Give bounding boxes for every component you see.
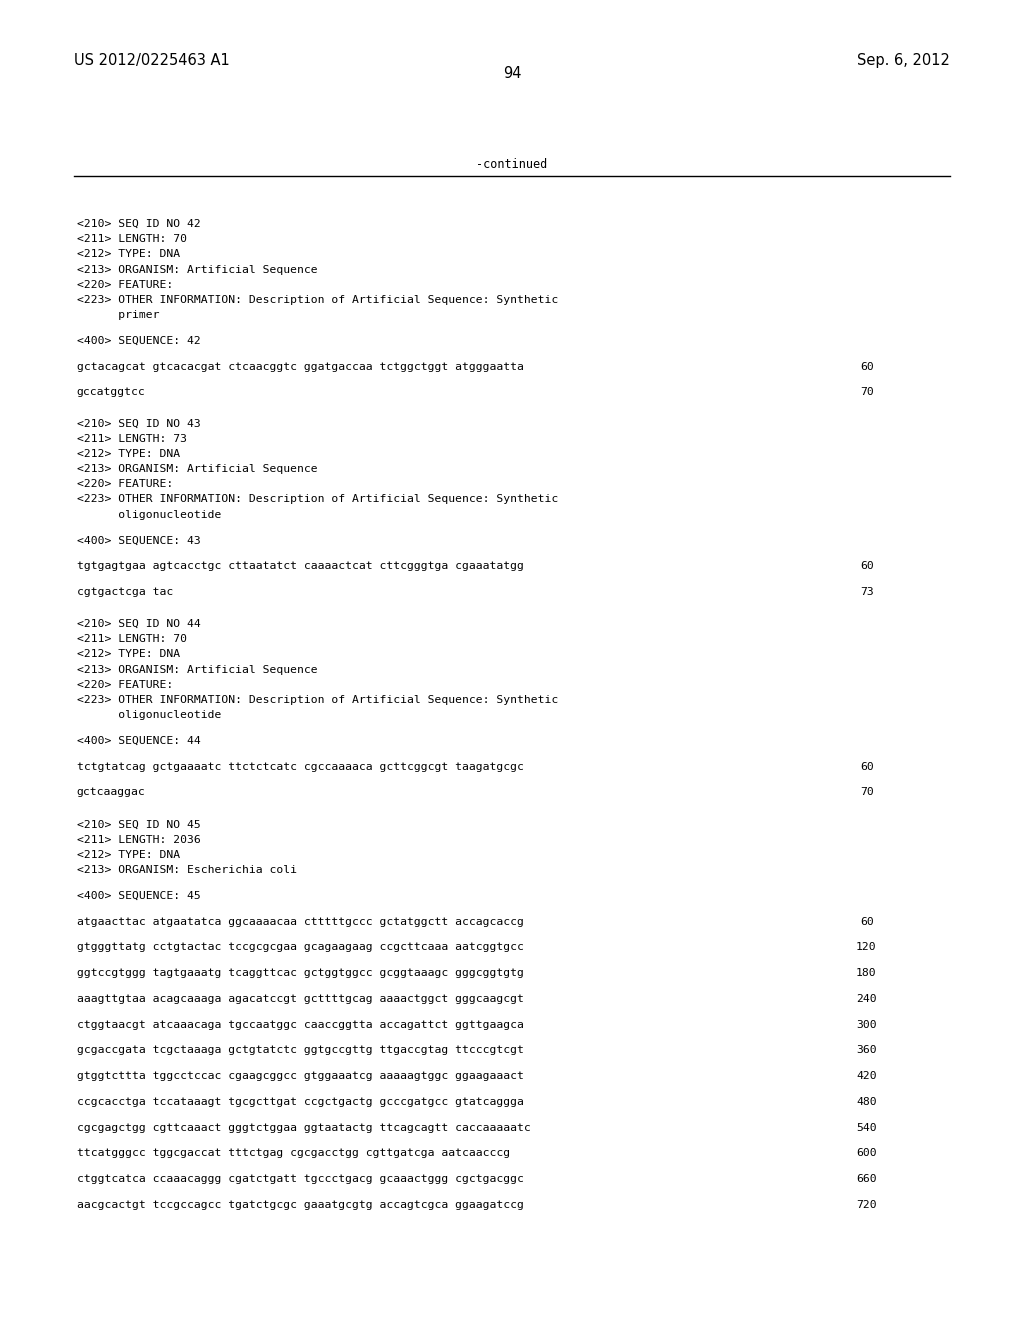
Text: <210> SEQ ID NO 42: <210> SEQ ID NO 42	[77, 219, 201, 230]
Text: oligonucleotide: oligonucleotide	[77, 710, 221, 721]
Text: aacgcactgt tccgccagcc tgatctgcgc gaaatgcgtg accagtcgca ggaagatccg: aacgcactgt tccgccagcc tgatctgcgc gaaatgc…	[77, 1200, 523, 1210]
Text: Sep. 6, 2012: Sep. 6, 2012	[857, 53, 950, 67]
Text: -continued: -continued	[476, 158, 548, 172]
Text: <220> FEATURE:: <220> FEATURE:	[77, 680, 173, 690]
Text: 60: 60	[860, 762, 873, 772]
Text: 300: 300	[856, 1019, 877, 1030]
Text: primer: primer	[77, 310, 160, 321]
Text: 420: 420	[856, 1072, 877, 1081]
Text: 120: 120	[856, 942, 877, 953]
Text: 660: 660	[856, 1175, 877, 1184]
Text: 60: 60	[860, 561, 873, 572]
Text: <210> SEQ ID NO 45: <210> SEQ ID NO 45	[77, 820, 201, 830]
Text: US 2012/0225463 A1: US 2012/0225463 A1	[74, 53, 229, 67]
Text: 480: 480	[856, 1097, 877, 1107]
Text: oligonucleotide: oligonucleotide	[77, 510, 221, 520]
Text: <213> ORGANISM: Artificial Sequence: <213> ORGANISM: Artificial Sequence	[77, 665, 317, 675]
Text: ggtccgtggg tagtgaaatg tcaggttcac gctggtggcc gcggtaaagc gggcggtgtg: ggtccgtggg tagtgaaatg tcaggttcac gctggtg…	[77, 969, 523, 978]
Text: tgtgagtgaa agtcacctgc cttaatatct caaaactcat cttcgggtga cgaaatatgg: tgtgagtgaa agtcacctgc cttaatatct caaaact…	[77, 561, 523, 572]
Text: <213> ORGANISM: Escherichia coli: <213> ORGANISM: Escherichia coli	[77, 866, 297, 875]
Text: <223> OTHER INFORMATION: Description of Artificial Sequence: Synthetic: <223> OTHER INFORMATION: Description of …	[77, 296, 558, 305]
Text: gccatggtcc: gccatggtcc	[77, 388, 145, 397]
Text: gtgggttatg cctgtactac tccgcgcgaa gcagaagaag ccgcttcaaa aatcggtgcc: gtgggttatg cctgtactac tccgcgcgaa gcagaag…	[77, 942, 523, 953]
Text: <220> FEATURE:: <220> FEATURE:	[77, 479, 173, 490]
Text: <211> LENGTH: 70: <211> LENGTH: 70	[77, 235, 186, 244]
Text: 70: 70	[860, 388, 873, 397]
Text: <211> LENGTH: 70: <211> LENGTH: 70	[77, 635, 186, 644]
Text: gtggtcttta tggcctccac cgaagcggcc gtggaaatcg aaaaagtggc ggaagaaact: gtggtcttta tggcctccac cgaagcggcc gtggaaa…	[77, 1072, 523, 1081]
Text: <400> SEQUENCE: 42: <400> SEQUENCE: 42	[77, 335, 201, 346]
Text: 600: 600	[856, 1148, 877, 1159]
Text: cgcgagctgg cgttcaaact gggtctggaa ggtaatactg ttcagcagtt caccaaaaatc: cgcgagctgg cgttcaaact gggtctggaa ggtaata…	[77, 1122, 530, 1133]
Text: 540: 540	[856, 1122, 877, 1133]
Text: 240: 240	[856, 994, 877, 1005]
Text: <212> TYPE: DNA: <212> TYPE: DNA	[77, 649, 180, 660]
Text: <213> ORGANISM: Artificial Sequence: <213> ORGANISM: Artificial Sequence	[77, 465, 317, 474]
Text: <223> OTHER INFORMATION: Description of Artificial Sequence: Synthetic: <223> OTHER INFORMATION: Description of …	[77, 694, 558, 705]
Text: <210> SEQ ID NO 43: <210> SEQ ID NO 43	[77, 418, 201, 429]
Text: 720: 720	[856, 1200, 877, 1210]
Text: cgtgactcga tac: cgtgactcga tac	[77, 586, 173, 597]
Text: <211> LENGTH: 73: <211> LENGTH: 73	[77, 433, 186, 444]
Text: 360: 360	[856, 1045, 877, 1056]
Text: 94: 94	[503, 66, 521, 81]
Text: atgaacttac atgaatatca ggcaaaacaa ctttttgccc gctatggctt accagcaccg: atgaacttac atgaatatca ggcaaaacaa ctttttg…	[77, 916, 523, 927]
Text: ccgcacctga tccataaagt tgcgcttgat ccgctgactg gcccgatgcc gtatcaggga: ccgcacctga tccataaagt tgcgcttgat ccgctga…	[77, 1097, 523, 1107]
Text: <220> FEATURE:: <220> FEATURE:	[77, 280, 173, 290]
Text: gctacagcat gtcacacgat ctcaacggtc ggatgaccaa tctggctggt atgggaatta: gctacagcat gtcacacgat ctcaacggtc ggatgac…	[77, 362, 523, 372]
Text: <400> SEQUENCE: 44: <400> SEQUENCE: 44	[77, 737, 201, 746]
Text: gctcaaggac: gctcaaggac	[77, 787, 145, 797]
Text: 180: 180	[856, 969, 877, 978]
Text: <212> TYPE: DNA: <212> TYPE: DNA	[77, 249, 180, 260]
Text: <212> TYPE: DNA: <212> TYPE: DNA	[77, 449, 180, 459]
Text: tctgtatcag gctgaaaatc ttctctcatc cgccaaaaca gcttcggcgt taagatgcgc: tctgtatcag gctgaaaatc ttctctcatc cgccaaa…	[77, 762, 523, 772]
Text: aaagttgtaa acagcaaaga agacatccgt gcttttgcag aaaactggct gggcaagcgt: aaagttgtaa acagcaaaga agacatccgt gcttttg…	[77, 994, 523, 1005]
Text: gcgaccgata tcgctaaaga gctgtatctc ggtgccgttg ttgaccgtag ttcccgtcgt: gcgaccgata tcgctaaaga gctgtatctc ggtgccg…	[77, 1045, 523, 1056]
Text: ttcatgggcc tggcgaccat tttctgag cgcgacctgg cgttgatcga aatcaacccg: ttcatgggcc tggcgaccat tttctgag cgcgacctg…	[77, 1148, 510, 1159]
Text: ctggtaacgt atcaaacaga tgccaatggc caaccggtta accagattct ggttgaagca: ctggtaacgt atcaaacaga tgccaatggc caaccgg…	[77, 1019, 523, 1030]
Text: ctggtcatca ccaaacaggg cgatctgatt tgccctgacg gcaaactggg cgctgacggc: ctggtcatca ccaaacaggg cgatctgatt tgccctg…	[77, 1175, 523, 1184]
Text: 70: 70	[860, 787, 873, 797]
Text: <211> LENGTH: 2036: <211> LENGTH: 2036	[77, 836, 201, 845]
Text: <400> SEQUENCE: 45: <400> SEQUENCE: 45	[77, 891, 201, 902]
Text: 60: 60	[860, 362, 873, 372]
Text: <400> SEQUENCE: 43: <400> SEQUENCE: 43	[77, 536, 201, 545]
Text: <212> TYPE: DNA: <212> TYPE: DNA	[77, 850, 180, 861]
Text: 73: 73	[860, 586, 873, 597]
Text: <210> SEQ ID NO 44: <210> SEQ ID NO 44	[77, 619, 201, 630]
Text: 60: 60	[860, 916, 873, 927]
Text: <223> OTHER INFORMATION: Description of Artificial Sequence: Synthetic: <223> OTHER INFORMATION: Description of …	[77, 495, 558, 504]
Text: <213> ORGANISM: Artificial Sequence: <213> ORGANISM: Artificial Sequence	[77, 264, 317, 275]
